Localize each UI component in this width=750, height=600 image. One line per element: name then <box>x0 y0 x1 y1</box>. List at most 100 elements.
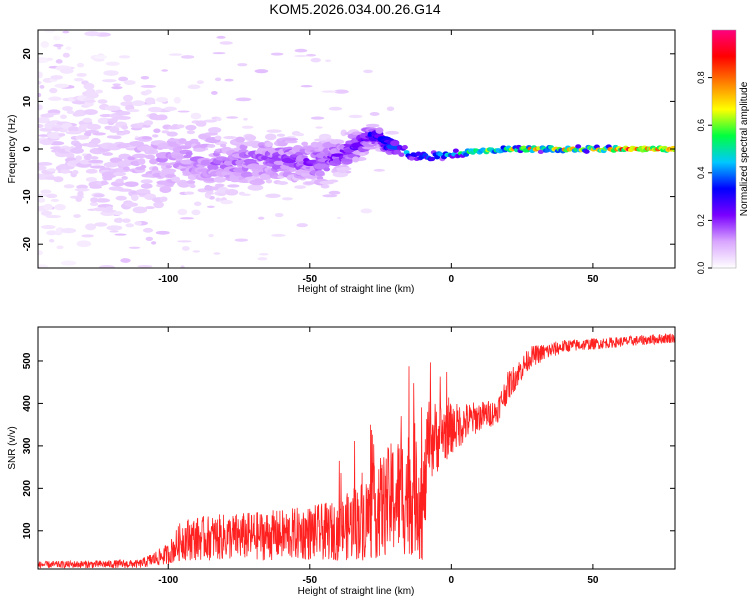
spectrogram-ridge-cell <box>265 179 273 184</box>
spectrogram-ridge-cell <box>149 158 158 165</box>
spectrogram-ridge-cell <box>254 178 264 184</box>
spectrogram-x-tick-label: 50 <box>587 274 599 285</box>
spectrogram-ridge-cell <box>130 194 139 201</box>
spectrogram-ridge-cell <box>186 180 196 184</box>
spectrogram-ridge-cell <box>55 227 65 234</box>
spectrogram-noise-cell <box>310 57 321 63</box>
spectrogram-ridge-cell <box>161 130 170 134</box>
spectrogram-noise-cell <box>241 125 254 129</box>
spectrogram-ridge-cell <box>304 181 316 185</box>
spectrogram-noise-cell <box>40 189 52 194</box>
spectrogram-ridge-cell <box>115 178 124 184</box>
colorbar-ticks: 0.0 0.2 0.4 0.6 0.8 <box>696 71 712 274</box>
spectrogram-ridge-cell <box>66 109 74 114</box>
spectrogram-ridge-cell <box>127 156 136 161</box>
spectrogram-noise-cell <box>81 234 94 238</box>
spectrogram-ridge-cell <box>320 184 330 189</box>
spectrogram-ridge-cell <box>177 208 188 216</box>
spectrogram-noise-cell <box>336 216 342 220</box>
spectrogram-ridge-cell <box>75 155 83 161</box>
snr-x-tick-label: -100 <box>158 575 178 586</box>
spectrogram-ridge-cell <box>318 133 332 141</box>
colorbar-tick-label: 0.2 <box>696 214 706 227</box>
spectrogram-ridge-cell <box>266 129 282 133</box>
spectrogram-noise-cell <box>265 193 281 198</box>
spectrogram-noise-cell <box>348 114 363 119</box>
spectrogram-noise-cell <box>328 106 343 111</box>
spectrogram-ridge-cell <box>125 223 135 228</box>
spectrogram-ridge-cell <box>74 109 87 117</box>
spectrogram-ridge-cell <box>50 75 63 80</box>
spectrogram-ridge-cell <box>75 135 90 140</box>
spectrogram-ridge-cell <box>200 159 212 166</box>
spectrogram-ridge-cell <box>323 167 331 172</box>
spectrogram-ridge-cell <box>38 80 42 85</box>
spectrogram-ridge-cell <box>340 129 347 137</box>
spectrogram-ridge-cell <box>116 217 123 224</box>
spectrogram-ridge-cell <box>250 141 260 149</box>
spectrogram-ridge-cell <box>115 111 131 116</box>
spectrogram-ridge-cell <box>362 145 377 150</box>
spectrogram-ridge-cell <box>166 131 178 137</box>
spectrogram-noise-cell <box>196 80 204 85</box>
spectrogram-ridge-cell <box>92 132 106 136</box>
spectrogram-ridge-cell <box>46 168 57 172</box>
spectrogram-noise-cell <box>294 185 307 189</box>
spectrogram-noise-cell <box>203 119 218 123</box>
spectrogram-noise-cell <box>237 63 248 67</box>
spectrogram-noise-cell <box>322 194 338 198</box>
spectrogram-noise-cell <box>224 78 234 82</box>
spectrogram-noise-cell <box>274 212 284 218</box>
spectrogram-noise-cell <box>258 252 269 256</box>
spectrogram-noise-cell <box>140 84 157 88</box>
snr-x-tick-label: -50 <box>303 575 318 586</box>
spectrogram-noise-cell <box>137 264 153 268</box>
spectrogram-noise-cell <box>99 264 115 268</box>
spectrogram-noise-cell <box>257 257 268 261</box>
snr-panel: -100 -50 0 50 100 200 300 400 500 Height of str… <box>7 326 676 597</box>
spectrogram-ridge-cell <box>143 120 154 126</box>
spectrogram-ridge-cell <box>259 173 272 181</box>
spectrogram-ridge-cell <box>284 137 299 141</box>
spectrogram-ridge-cell <box>284 140 298 144</box>
spectrogram-noise-cell <box>360 208 373 214</box>
snr-x-tick-label: 50 <box>587 575 599 586</box>
spectrogram-noise-cell <box>63 184 75 189</box>
spectrogram-noise-cell <box>45 112 61 116</box>
spectrogram-ridge-cell <box>103 161 119 168</box>
spectrogram-ridge-cell <box>45 214 62 219</box>
spectrogram-ridge-cell <box>329 139 345 145</box>
snr-x-tick-label: 0 <box>449 575 455 586</box>
spectrogram-ridge-cell <box>240 171 254 178</box>
spectrogram-ridge-cell <box>60 168 71 174</box>
spectrogram-noise-cell <box>333 89 349 94</box>
spectrogram-ridge-cell <box>390 140 400 147</box>
spectrogram-ridge-cell <box>134 221 142 226</box>
spectrogram-ridge-cell <box>193 147 206 152</box>
spectrogram-ridge-cell <box>95 89 104 94</box>
spectrogram-noise-cell <box>385 130 400 135</box>
spectrogram-ridge-cell <box>90 137 101 145</box>
spectrogram-ridge-cell <box>235 136 246 143</box>
spectrogram-ridge-cell <box>59 128 68 133</box>
spectrogram-ridge-cell <box>94 55 107 60</box>
spectrogram-ridge-cell <box>40 210 53 216</box>
spectrogram-ridge-cell <box>204 185 216 191</box>
spectrogram-ridge-cell <box>220 143 227 148</box>
spectrogram-ridge-cell <box>277 181 289 185</box>
colorbar-label: Normalized spectral amplitude <box>739 81 750 216</box>
spectrogram-ridge-cell <box>415 151 422 156</box>
spectrogram-ridge-cell <box>176 124 185 129</box>
spectrogram-ridge-cell <box>153 201 164 209</box>
spectrogram-noise-cell <box>161 69 169 72</box>
spectrogram-ridge-cell <box>75 142 83 150</box>
spectrogram-ridge-cell <box>140 164 147 169</box>
colorbar-tick-label: 0.0 <box>696 262 706 275</box>
spectrogram-ridge-cell <box>159 196 168 202</box>
spectrogram-ridge-cell <box>46 230 57 236</box>
spectrogram-ridge-cell <box>225 188 239 196</box>
spectrogram-x-tick-label: -100 <box>158 274 178 285</box>
spectrogram-ridge-cell <box>124 202 139 207</box>
spectrogram-ridge-cell <box>89 201 99 207</box>
